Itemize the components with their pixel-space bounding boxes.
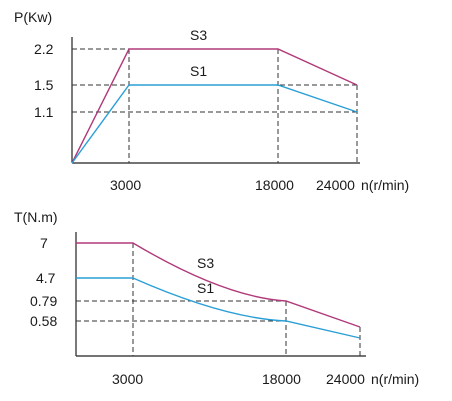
torque-x-axis-label: n(r/min) <box>371 371 419 387</box>
power-x-tick-label: 18000 <box>255 177 294 193</box>
torque-y-tick-label: 7 <box>40 235 48 251</box>
torque-chart: T(N.m) 7 4.7 0.79 0.58 3000 18000 24000 … <box>14 209 419 387</box>
power-x-axis-label: n(r/min) <box>361 177 409 193</box>
power-y-tick-label: 1.1 <box>34 104 54 120</box>
torque-series-s3-label: S3 <box>197 255 214 271</box>
torque-y-tick-label: 4.7 <box>36 270 56 286</box>
torque-y-tick-label: 0.58 <box>30 313 57 329</box>
power-y-tick-label: 2.2 <box>34 41 54 57</box>
torque-x-tick-label: 3000 <box>112 371 143 387</box>
power-chart: P(Kw) 2.2 1.5 1.1 3000 18000 24000 n(r/m… <box>14 9 409 193</box>
power-series-s3-label: S3 <box>190 27 207 43</box>
power-series-s1-label: S1 <box>190 63 207 79</box>
torque-series-s3-line <box>76 242 361 328</box>
torque-series-s1-label: S1 <box>197 280 214 296</box>
torque-y-axis-label: T(N.m) <box>14 209 58 225</box>
torque-y-tick-label: 0.79 <box>30 293 57 309</box>
torque-x-tick-label: 18000 <box>262 371 301 387</box>
power-y-tick-label: 1.5 <box>34 77 54 93</box>
power-series-s1-line <box>71 84 358 164</box>
power-y-axis-label: P(Kw) <box>14 9 52 25</box>
power-x-tick-label: 24000 <box>316 177 355 193</box>
power-series-s3-line <box>71 48 358 164</box>
torque-series-s1-line <box>76 277 361 339</box>
power-x-tick-label: 3000 <box>110 177 141 193</box>
torque-x-tick-label: 24000 <box>326 371 365 387</box>
